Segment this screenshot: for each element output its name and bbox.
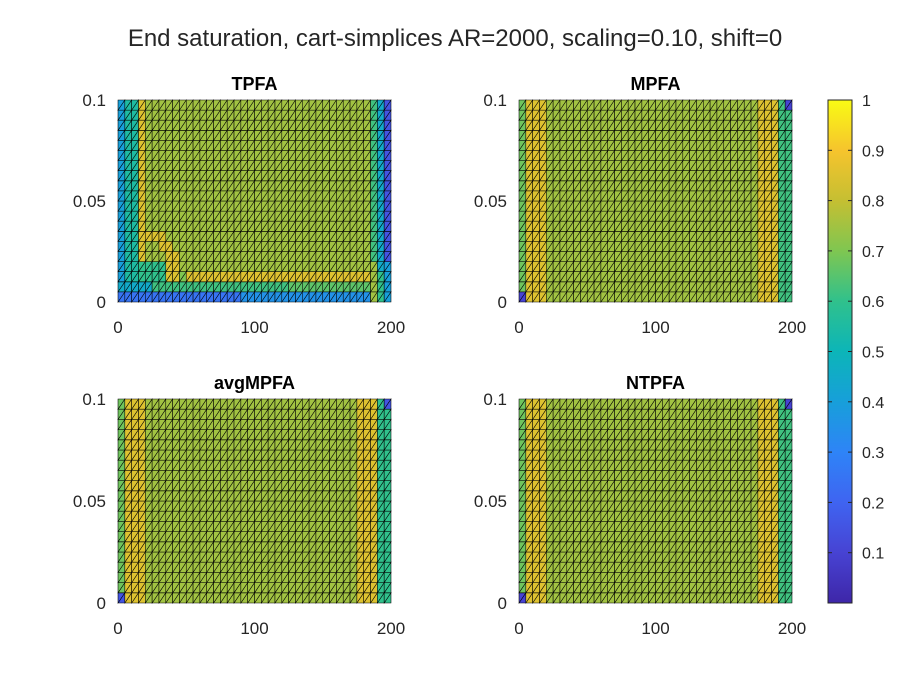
x-tick-label: 0 <box>113 619 122 638</box>
mesh-cell <box>220 99 228 111</box>
mesh-cell <box>172 99 180 111</box>
y-tick-label: 0.1 <box>82 91 106 110</box>
y-tick-label: 0.05 <box>474 192 507 211</box>
mesh-cell <box>301 99 310 111</box>
mesh-cell <box>185 99 194 111</box>
mesh-cell <box>213 99 221 111</box>
mesh-cell <box>124 99 133 111</box>
mesh-cell <box>151 99 160 111</box>
mesh-cell <box>138 99 146 111</box>
subplot-title: TPFA <box>231 74 277 94</box>
subplot-tpfa: TPFA 0 100 200 0 0.05 0.1 <box>73 74 405 337</box>
mesh-cell <box>192 99 201 111</box>
x-tick-label: 200 <box>377 318 405 337</box>
mesh-cell <box>131 99 139 111</box>
mesh-cell <box>226 99 235 111</box>
mesh-cell <box>165 99 174 111</box>
x-tick-label: 100 <box>240 318 268 337</box>
y-tick-label: 0.05 <box>73 192 106 211</box>
mesh-cell <box>261 99 269 111</box>
subplot-title: avgMPFA <box>214 373 295 393</box>
saturation-mesh <box>518 99 793 303</box>
mesh-cell <box>363 99 372 111</box>
mesh-cell <box>145 99 153 111</box>
mesh-cell <box>179 99 187 111</box>
mesh-cell <box>199 99 208 111</box>
mesh-cell <box>336 99 344 111</box>
mesh-cell <box>206 99 215 111</box>
y-tick-label: 0 <box>97 293 106 312</box>
x-tick-label: 100 <box>641 318 669 337</box>
mesh-cell <box>322 99 331 111</box>
mesh-cell <box>308 99 317 111</box>
x-tick-label: 100 <box>240 619 268 638</box>
subplot-mpfa: MPFA 0 100 200 0 0.05 0.1 <box>474 74 806 337</box>
saturation-mesh <box>518 398 793 604</box>
mesh-cell <box>288 99 296 111</box>
mesh-cell <box>315 99 324 111</box>
mesh-cell <box>274 99 283 111</box>
mesh-cell <box>349 99 358 111</box>
mesh-cell <box>356 99 365 111</box>
x-tick-label: 0 <box>113 318 122 337</box>
y-tick-label: 0.05 <box>73 492 106 511</box>
mesh-cell <box>117 99 126 111</box>
x-tick-label: 0 <box>514 318 523 337</box>
mesh-cell <box>158 99 167 111</box>
mesh-cell <box>240 99 249 111</box>
mesh-cell <box>247 99 256 111</box>
mesh-cell <box>329 99 337 111</box>
mesh-cell <box>233 99 242 111</box>
y-tick-label: 0.1 <box>82 390 106 409</box>
saturation-mesh <box>117 398 392 604</box>
mesh-cell <box>281 99 290 111</box>
mesh-cell <box>342 99 351 111</box>
y-tick-label: 0.1 <box>483 91 507 110</box>
y-tick-label: 0 <box>498 293 507 312</box>
y-tick-label: 0 <box>97 594 106 613</box>
x-tick-label: 200 <box>377 619 405 638</box>
mesh-cell <box>254 99 262 111</box>
subplot-title: MPFA <box>630 74 680 94</box>
x-tick-label: 200 <box>778 318 806 337</box>
mesh-cell <box>295 99 303 111</box>
mesh-cell <box>267 99 276 111</box>
mesh-cell <box>370 99 378 111</box>
subplot-avgmpfa: avgMPFA 0 100 200 0 0.05 0.1 <box>73 373 405 638</box>
figure-title: End saturation, cart-simplices AR=2000, … <box>128 25 782 52</box>
saturation-mesh <box>117 99 392 303</box>
